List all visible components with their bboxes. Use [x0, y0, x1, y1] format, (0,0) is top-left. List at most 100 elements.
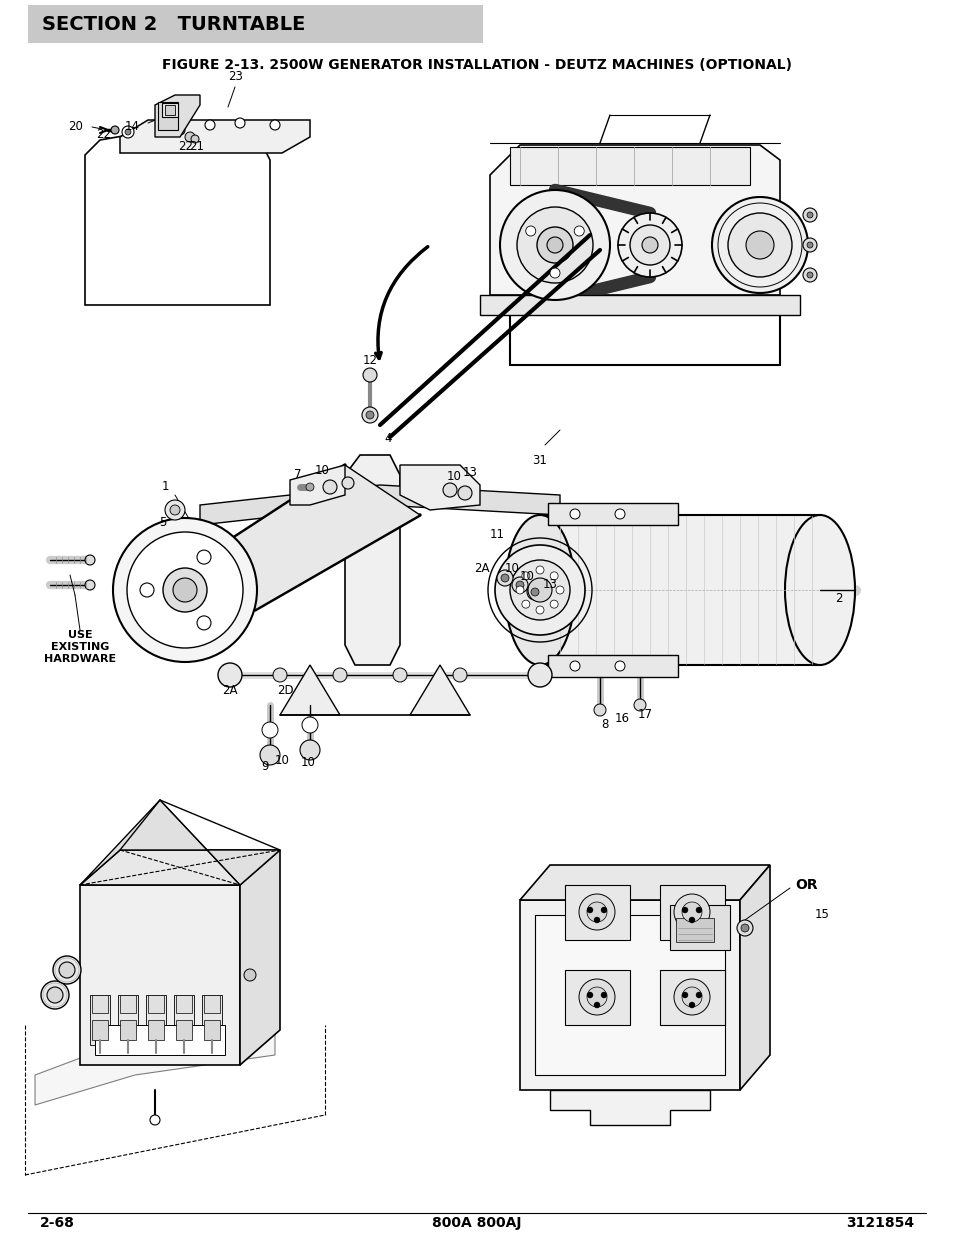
- Circle shape: [500, 574, 509, 582]
- Text: 14: 14: [125, 121, 140, 133]
- Circle shape: [586, 992, 593, 998]
- Circle shape: [361, 408, 377, 424]
- Circle shape: [299, 740, 319, 760]
- Circle shape: [341, 477, 354, 489]
- Polygon shape: [280, 664, 339, 715]
- Circle shape: [191, 135, 199, 143]
- Polygon shape: [519, 900, 740, 1091]
- Bar: [95, 1025, 225, 1055]
- Text: 2D: 2D: [276, 683, 293, 697]
- Text: 5: 5: [159, 516, 167, 530]
- Bar: [158, 103, 178, 130]
- Polygon shape: [290, 466, 345, 505]
- Circle shape: [578, 979, 615, 1015]
- Circle shape: [270, 120, 280, 130]
- Circle shape: [594, 918, 599, 923]
- Circle shape: [260, 745, 280, 764]
- Circle shape: [550, 572, 558, 580]
- Circle shape: [615, 509, 624, 519]
- Circle shape: [681, 902, 701, 923]
- Circle shape: [85, 580, 95, 590]
- Bar: [204, 1020, 220, 1040]
- Text: FIGURE 2-13. 2500W GENERATOR INSTALLATION - DEUTZ MACHINES (OPTIONAL): FIGURE 2-13. 2500W GENERATOR INSTALLATIO…: [162, 58, 791, 72]
- Circle shape: [527, 663, 552, 687]
- Circle shape: [802, 238, 816, 252]
- Circle shape: [634, 699, 645, 711]
- Circle shape: [165, 500, 185, 520]
- Circle shape: [262, 722, 277, 739]
- Circle shape: [806, 272, 812, 278]
- Text: 800A 800AJ: 800A 800AJ: [432, 1216, 521, 1230]
- Text: 2A: 2A: [474, 562, 490, 574]
- Circle shape: [244, 969, 255, 981]
- Circle shape: [531, 588, 538, 597]
- Polygon shape: [490, 144, 780, 295]
- Circle shape: [641, 237, 658, 253]
- Circle shape: [517, 207, 593, 283]
- Polygon shape: [240, 850, 280, 1065]
- Bar: [148, 1020, 164, 1040]
- Text: 10: 10: [504, 562, 518, 574]
- Circle shape: [53, 956, 81, 984]
- Circle shape: [550, 268, 559, 278]
- Circle shape: [174, 125, 185, 135]
- Bar: [90, 995, 110, 1045]
- Circle shape: [600, 992, 606, 998]
- Circle shape: [745, 231, 773, 259]
- Circle shape: [586, 987, 606, 1007]
- Bar: [202, 995, 222, 1045]
- Circle shape: [629, 225, 669, 266]
- Text: 10: 10: [446, 471, 461, 483]
- Circle shape: [516, 585, 523, 594]
- Circle shape: [696, 992, 701, 998]
- Bar: [547, 655, 678, 677]
- Bar: [28, 5, 482, 43]
- Polygon shape: [230, 466, 419, 610]
- Circle shape: [510, 559, 569, 620]
- Circle shape: [618, 212, 681, 277]
- Circle shape: [125, 128, 131, 135]
- Bar: [510, 147, 749, 185]
- Text: 2: 2: [834, 592, 841, 604]
- Circle shape: [47, 987, 63, 1003]
- Circle shape: [569, 509, 579, 519]
- Bar: [91, 1020, 108, 1040]
- Text: 23: 23: [229, 70, 243, 83]
- Bar: [539, 515, 820, 664]
- Circle shape: [499, 190, 609, 300]
- Circle shape: [711, 198, 807, 293]
- Polygon shape: [85, 133, 270, 305]
- Polygon shape: [345, 454, 399, 664]
- Circle shape: [600, 906, 606, 913]
- Text: 16: 16: [614, 711, 629, 725]
- Circle shape: [185, 132, 194, 142]
- Bar: [148, 995, 164, 1013]
- Circle shape: [526, 584, 542, 600]
- Circle shape: [516, 580, 523, 589]
- Circle shape: [536, 606, 543, 614]
- Circle shape: [673, 979, 709, 1015]
- Text: 10: 10: [314, 464, 330, 478]
- Text: USE: USE: [68, 630, 92, 640]
- Circle shape: [521, 572, 529, 580]
- Circle shape: [333, 668, 347, 682]
- Text: 12: 12: [362, 353, 377, 367]
- Bar: [175, 1020, 192, 1040]
- Circle shape: [59, 962, 75, 978]
- Circle shape: [537, 227, 573, 263]
- Bar: [564, 885, 629, 940]
- Bar: [91, 995, 108, 1013]
- Bar: [564, 969, 629, 1025]
- Circle shape: [681, 992, 687, 998]
- Circle shape: [453, 668, 467, 682]
- Circle shape: [196, 616, 211, 630]
- Text: EXISTING: EXISTING: [51, 642, 109, 652]
- Text: 15: 15: [814, 909, 829, 921]
- Text: SECTION 2   TURNTABLE: SECTION 2 TURNTABLE: [42, 15, 305, 33]
- Text: HARDWARE: HARDWARE: [44, 655, 116, 664]
- Polygon shape: [80, 850, 280, 885]
- Circle shape: [802, 268, 816, 282]
- Text: 10: 10: [519, 569, 534, 583]
- Bar: [479, 295, 800, 315]
- Text: 2-68: 2-68: [40, 1216, 74, 1230]
